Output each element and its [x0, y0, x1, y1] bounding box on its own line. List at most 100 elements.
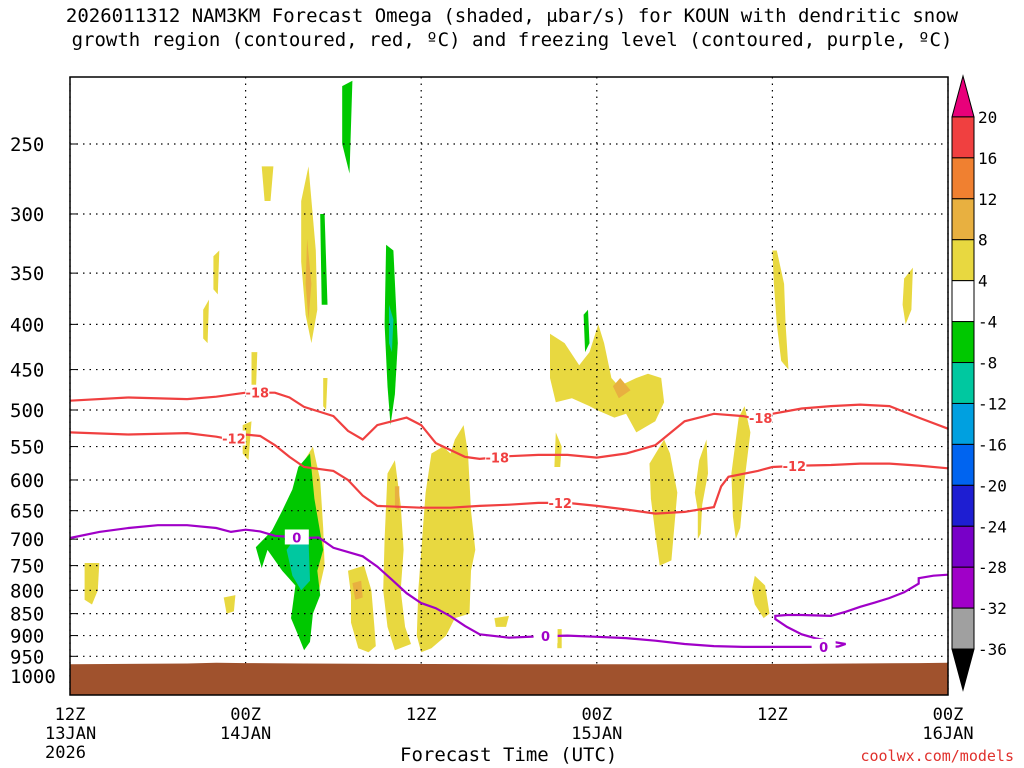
omega-region	[213, 250, 220, 295]
colorbar-swatch	[951, 116, 975, 159]
colorbar-label: 4	[978, 272, 988, 291]
colorbar-label: -36	[978, 640, 1007, 659]
contour-line	[69, 391, 949, 461]
ground-area	[70, 662, 948, 695]
contour-label-bg	[284, 529, 309, 545]
colorbar-label: -28	[978, 558, 1007, 577]
colorbar-label: -32	[978, 599, 1007, 618]
x-tick-label: 12Z	[406, 705, 437, 725]
omega-region	[649, 439, 678, 566]
colorbar-bottom-arrow	[951, 648, 975, 692]
colorbar-swatch	[951, 525, 975, 568]
omega-region	[84, 563, 100, 605]
omega-region	[305, 238, 312, 320]
y-tick-label: 550	[10, 437, 44, 459]
omega-region	[612, 378, 631, 399]
x-tick-label: 13JAN	[45, 724, 96, 744]
contour-label: 0	[819, 641, 828, 656]
contour-label: 0	[541, 630, 550, 645]
plot-frame	[69, 76, 949, 696]
omega-region	[286, 533, 310, 591]
y-tick-label: 900	[10, 626, 44, 648]
omega-region	[323, 378, 328, 410]
omega-region	[342, 80, 353, 174]
contour-label-bg	[533, 628, 558, 644]
contour-label-bg	[782, 457, 807, 473]
omega-region	[554, 432, 562, 467]
contour-label-bg	[485, 449, 510, 465]
contour-label-bg	[748, 410, 773, 426]
omega-region	[389, 304, 394, 353]
x-tick-label: 15JAN	[571, 724, 622, 744]
grid-lines	[69, 77, 949, 695]
omega-region	[772, 250, 789, 370]
omega-region	[352, 580, 363, 600]
colorbar-label: 12	[978, 190, 997, 209]
contour-label-bg	[548, 494, 573, 510]
contour-label: -12	[783, 460, 807, 475]
omega-region	[251, 352, 258, 395]
colorbar-swatch	[951, 321, 975, 364]
omega-region	[223, 595, 236, 614]
omega-region	[902, 267, 913, 325]
omega-region	[494, 615, 509, 627]
omega-region	[550, 324, 665, 433]
colorbar-swatch	[951, 566, 975, 609]
omega-shading	[84, 80, 913, 653]
colorbar-label: -16	[978, 435, 1007, 454]
contour-label: -18	[749, 412, 773, 427]
x-tick-label: 2026	[45, 743, 86, 763]
colorbar-swatch	[951, 362, 975, 404]
omega-region	[348, 565, 376, 653]
plot-border	[69, 76, 949, 696]
colorbar-label: 16	[978, 149, 997, 168]
credit-text: coolwx.com/models	[860, 747, 1014, 765]
title-line-1: 2026011312 NAM3KM Forecast Omega (shaded…	[65, 5, 959, 27]
colorbar-label: -4	[978, 313, 997, 332]
omega-region	[261, 166, 274, 201]
y-tick-label: 650	[10, 501, 44, 523]
colorbar-swatch	[951, 402, 975, 445]
colorbar-swatch	[951, 157, 975, 200]
y-tick-label: 400	[10, 314, 44, 336]
contour-label-bg	[221, 430, 246, 446]
colorbar-swatch	[951, 484, 975, 527]
chart-title: 2026011312 NAM3KM Forecast Omega (shaded…	[0, 4, 1024, 52]
colorbar-label: 8	[978, 231, 988, 250]
contour-line	[69, 431, 949, 515]
omega-region	[694, 439, 708, 540]
contour-label-bg	[811, 638, 836, 654]
colorbar-label: 20	[978, 108, 997, 127]
x-tick-label: 14JAN	[220, 724, 271, 744]
omega-region	[751, 575, 770, 619]
x-tick-label: 00Z	[230, 705, 261, 725]
contour-label-bg	[245, 384, 270, 400]
y-tick-label: 250	[10, 134, 44, 156]
omega-region	[583, 309, 590, 353]
contour-label: -18	[486, 451, 510, 466]
x-tick-label: 12Z	[55, 705, 86, 725]
colorbar-swatch	[951, 607, 975, 650]
colorbar-label: -8	[978, 354, 997, 373]
y-tick-label: 800	[10, 580, 44, 602]
colorbar-swatch	[951, 280, 975, 323]
omega-region	[394, 486, 400, 511]
y-tick-label: 600	[10, 470, 44, 492]
x-tick-label: 00Z	[581, 705, 612, 725]
omega-region	[301, 166, 318, 344]
contour-label: -18	[246, 387, 270, 402]
y-tick-label: 300	[10, 204, 44, 226]
omega-region	[416, 425, 476, 653]
colorbar-label: -12	[978, 394, 1007, 413]
omega-region	[383, 460, 411, 651]
omega-region	[557, 629, 562, 649]
colorbar-label: -24	[978, 517, 1007, 536]
contour-label: -12	[222, 433, 246, 448]
colorbar-swatch	[951, 239, 975, 282]
temperature-contours: -18 -12 -18 -12 -18 -12 0 0 0	[69, 384, 949, 656]
y-tick-label: 750	[10, 556, 44, 578]
y-tick-label: 950	[10, 646, 44, 668]
y-tick-label: 350	[10, 263, 44, 285]
